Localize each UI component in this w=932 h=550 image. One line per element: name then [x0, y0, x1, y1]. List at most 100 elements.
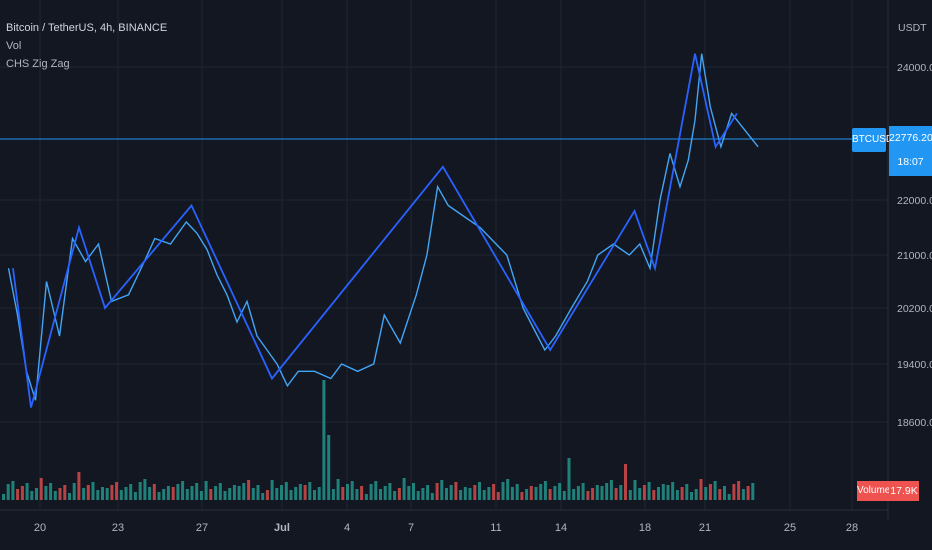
volume-indicator-legend[interactable]: Vol [6, 40, 22, 52]
volume-bar [16, 489, 20, 500]
volume-bar [148, 487, 152, 500]
volume-bar [459, 490, 463, 500]
volume-bar [463, 487, 467, 500]
grid-lines [0, 0, 888, 510]
date-tick-label: 28 [846, 522, 858, 534]
volume-bar [567, 458, 571, 500]
volume-bar [294, 487, 298, 500]
volume-bar [270, 480, 274, 500]
volume-bar [638, 488, 642, 500]
volume-bar [58, 488, 62, 500]
volume-bar [520, 492, 524, 500]
volume-bar [478, 482, 481, 500]
volume-bar [379, 489, 382, 500]
volume-bar [195, 483, 199, 500]
volume-bar [72, 483, 76, 500]
volume-bar [247, 480, 251, 500]
volume-bar [445, 488, 448, 500]
volume-bar [473, 485, 477, 500]
date-tick-label: 23 [112, 522, 124, 534]
volume-bar [718, 489, 722, 500]
volume-label: Volume [857, 481, 890, 501]
price-tick-label: 19400.00 [897, 359, 932, 371]
volume-bar [482, 490, 486, 500]
volume-bar [732, 484, 736, 500]
volume-bar [576, 486, 580, 500]
volume-bar [737, 481, 741, 500]
volume-bar [223, 491, 227, 500]
volume-bar [101, 487, 104, 500]
volume-bar [534, 487, 538, 500]
volume-bar [360, 486, 364, 500]
volume-bar [232, 485, 236, 500]
volume-bar [6, 484, 10, 500]
volume-bar [350, 481, 354, 500]
volume-bar [68, 493, 71, 500]
zigzag-line [12, 53, 738, 408]
last-price-value: 22776.20 [889, 132, 932, 144]
volume-bar [82, 488, 86, 500]
volume-bar [138, 482, 142, 500]
volume-bar [176, 484, 180, 500]
price-tick-label: 24000.00 [897, 62, 932, 74]
date-tick-label: 20 [34, 522, 46, 534]
volume-bar [680, 487, 684, 500]
volume-bar [63, 485, 67, 500]
price-tick-label: 20200.00 [897, 303, 932, 315]
volume-bar [666, 485, 670, 500]
volume-bar [162, 489, 166, 500]
volume-bar [20, 486, 24, 500]
volume-bar [237, 486, 241, 500]
axis-unit-label: USDT [898, 22, 927, 34]
symbol-price-label: BTCUSDT [852, 128, 899, 152]
volume-bar [209, 489, 213, 500]
volume-bar [421, 488, 425, 500]
volume-bar [265, 490, 269, 500]
volume-bar [124, 487, 128, 500]
volume-bar [510, 487, 514, 500]
volume-bar [525, 489, 529, 500]
time-axis[interactable]: 20 23 27 Jul 4 7 11 14 18 21 25 28 [34, 522, 858, 534]
volume-bar [322, 380, 326, 500]
volume-bar [256, 485, 260, 500]
volume-bar [346, 484, 349, 500]
volume-bar [30, 491, 34, 500]
volume-bar [313, 490, 316, 500]
volume-bar [708, 484, 712, 500]
volume-bar [647, 482, 651, 500]
price-line [7, 53, 759, 401]
date-tick-label: 11 [490, 522, 501, 534]
volume-bar [572, 489, 576, 500]
volume-bar [86, 485, 90, 500]
volume-bar [317, 487, 321, 500]
volume-bar [605, 483, 609, 500]
volume-bar [694, 489, 698, 500]
volume-bar [558, 483, 562, 500]
volume-bar [652, 490, 656, 500]
price-axis[interactable]: 24000.00 22000.00 21000.00 20200.00 19400.00… [897, 62, 932, 429]
volume-bar [506, 479, 510, 500]
zigzag-indicator-legend[interactable]: CHS Zig Zag [6, 58, 70, 70]
date-tick-label: 14 [555, 522, 567, 534]
volume-bar [49, 483, 53, 500]
date-tick-label: 7 [408, 522, 414, 534]
volume-bar [539, 484, 543, 500]
volume-bar [704, 487, 708, 500]
volume-bar [35, 488, 38, 500]
volume-bar [284, 482, 288, 500]
volume-bar [96, 490, 100, 500]
last-price-tag: 22776.20 18:07 [889, 126, 932, 176]
volume-bar [251, 488, 255, 500]
price-tick-label: 18600.00 [897, 417, 932, 429]
volume-bar [723, 486, 726, 500]
volume-bar [595, 485, 599, 500]
date-tick-label: 27 [196, 522, 208, 534]
volume-bar [77, 472, 81, 500]
symbol-legend[interactable]: Bitcoin / TetherUS, 4h, BINANCE [6, 22, 168, 34]
volume-bar [242, 483, 246, 500]
volume-bar [228, 488, 232, 500]
volume-bar [619, 485, 623, 500]
volume-bar [25, 483, 29, 500]
volume-bar [388, 483, 392, 500]
